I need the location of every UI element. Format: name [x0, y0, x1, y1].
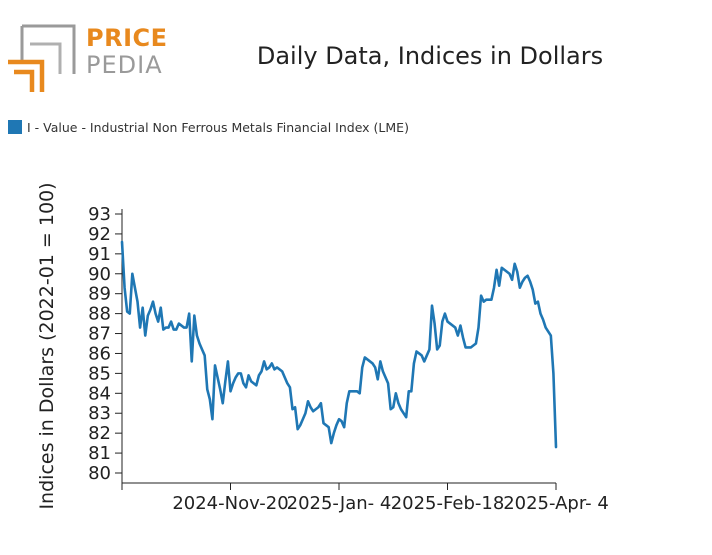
logo-mark-icon	[8, 24, 76, 92]
x-tick-label: 2025-Jan- 4	[287, 493, 392, 514]
series-line	[120, 240, 558, 449]
y-axis-label: Indices in Dollars (2022-01 = 100)	[36, 182, 58, 509]
y-tick-label: 85	[88, 363, 111, 384]
logo-text-pedia: PEDIA	[86, 51, 163, 79]
y-tick-label: 80	[88, 463, 111, 484]
legend[interactable]: I - Value - Industrial Non Ferrous Metal…	[8, 119, 409, 135]
x-tick-label: 2025-Feb-18	[391, 493, 505, 514]
y-tick-label: 92	[88, 224, 111, 245]
y-tick-label: 91	[88, 244, 111, 265]
y-tick-label: 88	[88, 304, 111, 325]
y-tick-label: 89	[88, 284, 111, 305]
legend-label: I - Value - Industrial Non Ferrous Metal…	[27, 119, 409, 135]
y-tick-label: 93	[88, 204, 111, 225]
y-tick-label: 87	[88, 324, 111, 345]
y-tick-label: 81	[88, 443, 111, 464]
y-tick-label: 82	[88, 423, 111, 444]
legend-swatch	[8, 120, 22, 134]
logo-text-price: PRICE	[86, 24, 168, 52]
x-tick-label: 2024-Nov-20	[172, 493, 288, 514]
chart-title: Daily Data, Indices in Dollars	[256, 42, 604, 70]
x-tick-label: 2025-Apr- 4	[503, 493, 609, 514]
y-tick-label: 83	[88, 403, 111, 424]
series-layer	[120, 240, 558, 449]
pricepedia-logo: PRICE PEDIA	[8, 22, 168, 94]
y-tick-label: 86	[88, 343, 111, 364]
y-tick-label: 90	[88, 264, 111, 285]
y-tick-label: 84	[88, 383, 111, 404]
